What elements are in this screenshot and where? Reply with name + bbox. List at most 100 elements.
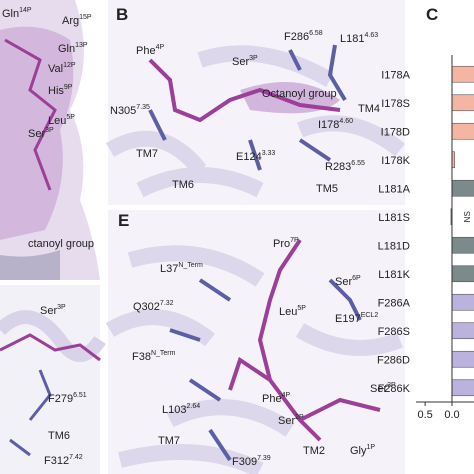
residue-name: Leu [279, 306, 297, 318]
residue-label: F3127.42 [44, 454, 83, 467]
residue-superscript: 7.39 [257, 455, 271, 462]
panel-d-structure [0, 285, 106, 474]
residue-name: F312 [44, 455, 69, 467]
annotation: NS [463, 211, 472, 222]
helix-label: TM6 [48, 430, 70, 442]
residue-label: Ser3P [40, 304, 66, 317]
annotation: Octanoyl group [262, 88, 337, 100]
residue-label: Phe4P [262, 392, 290, 405]
helix-label: TM5 [316, 183, 338, 195]
annotation: ctanoyl group [28, 238, 94, 250]
residue-name: Gln [2, 8, 19, 20]
category-label: I178K [381, 155, 410, 167]
panel-e-structure [105, 210, 405, 474]
residue-label: Leu5P [279, 305, 306, 318]
residue-superscript: 7P [290, 237, 299, 244]
residue-name: F38 [132, 351, 151, 363]
category-label: F286S [378, 326, 410, 338]
residue-label: L1032.64 [162, 403, 200, 416]
category-label: L181D [378, 240, 410, 252]
residue-label: Arg15P [62, 14, 92, 27]
category-label: I178A [381, 69, 410, 81]
residue-name: E124 [236, 151, 262, 163]
residue-label: F38N_Term [132, 350, 176, 363]
residue-superscript: 4.60 [339, 118, 353, 125]
bar [451, 65, 474, 83]
residue-name: Ser [335, 276, 352, 288]
residue-superscript: 4P [156, 44, 165, 51]
panel-label: B [116, 5, 128, 24]
residue-label: Ser3P [28, 127, 54, 140]
residue-name: I178 [318, 119, 339, 131]
residue-label: Gln13P [58, 42, 88, 55]
bar [451, 293, 474, 311]
helix-label: TM6 [172, 179, 194, 191]
category-label: L181S [378, 212, 410, 224]
residue-name: F286 [284, 31, 309, 43]
residue-name: Phe [136, 45, 156, 57]
helix-label: TM7 [158, 435, 180, 447]
residue-name: Pro [273, 238, 290, 250]
residue-label: E197ECL2 [335, 312, 378, 325]
residue-superscript: ECL2 [361, 312, 379, 319]
residue-superscript: 7.35 [136, 104, 150, 111]
residue-name: Gln [58, 43, 75, 55]
x-tick-label: 0.5 [417, 409, 432, 421]
panel-b-structure [105, 0, 405, 205]
residue-label: Ser3P [370, 382, 396, 395]
residue-name: Ser [278, 415, 295, 427]
residue-label: Ser2P [278, 414, 304, 427]
residue-name: R283 [325, 161, 351, 173]
residue-name: E197 [335, 313, 361, 325]
residue-label: N3057.35 [110, 104, 150, 117]
residue-name: Q302 [133, 301, 160, 313]
residue-superscript: 5P [66, 114, 75, 121]
residue-superscript: 3P [249, 55, 258, 62]
helix-label: TM2 [303, 445, 325, 457]
residue-name: F309 [232, 456, 257, 468]
residue-label: Gly1P [350, 444, 375, 457]
residue-name: Phe [262, 393, 282, 405]
residue-label: I1784.60 [318, 118, 353, 131]
residue-name: L181 [340, 33, 364, 45]
residue-name: L103 [162, 404, 186, 416]
residue-label: Ser6P [335, 275, 361, 288]
category-label: I178D [381, 126, 410, 138]
residue-label: Pro7P [273, 237, 299, 250]
residue-superscript: 7.32 [160, 300, 174, 307]
residue-superscript: 6.51 [73, 392, 87, 399]
residue-superscript: 6P [352, 275, 361, 282]
residue-label: F3097.39 [232, 455, 271, 468]
residue-superscript: 1P [367, 444, 376, 451]
bar [451, 179, 474, 197]
category-label: F286D [377, 354, 410, 366]
residue-superscript: 5P [297, 305, 306, 312]
category-label: L181K [378, 269, 410, 281]
residue-name: Ser [232, 56, 249, 68]
residue-superscript: 3P [57, 304, 66, 311]
bar [451, 350, 474, 368]
residue-label: E1243.33 [236, 150, 275, 163]
residue-superscript: N_Term [151, 350, 176, 357]
residue-superscript: 3.33 [262, 150, 276, 157]
helix-label: TM7 [136, 148, 158, 160]
x-tick-label: 0.0 [444, 409, 459, 421]
residue-label: R2836.55 [325, 160, 365, 173]
category-label: F286K [378, 383, 411, 395]
residue-superscript: 3P [387, 382, 396, 389]
bar [451, 322, 474, 340]
residue-name: Leu [48, 115, 66, 127]
residue-name: L37 [160, 263, 178, 275]
residue-name: Gly [350, 445, 367, 457]
residue-superscript: 9P [64, 84, 73, 91]
residue-superscript: 2.64 [186, 403, 200, 410]
residue-label: Phe4P [136, 44, 164, 57]
residue-superscript: 7.42 [69, 454, 83, 461]
residue-superscript: 4.63 [364, 32, 378, 39]
residue-name: His [48, 85, 64, 97]
residue-label: F2796.51 [48, 392, 87, 405]
residue-label: Gln14P [2, 7, 32, 20]
residue-name: Ser [28, 128, 45, 140]
residue-label: His9P [48, 84, 73, 97]
